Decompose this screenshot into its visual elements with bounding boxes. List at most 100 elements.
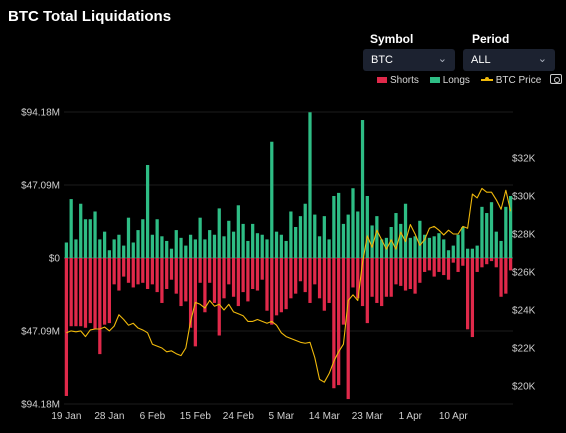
- long-bar: [489, 202, 494, 258]
- legend-longs[interactable]: Longs: [429, 75, 470, 86]
- short-bar: [69, 258, 73, 327]
- long-bar: [203, 239, 207, 258]
- short-bar: [88, 258, 92, 324]
- short-bar: [231, 258, 236, 297]
- short-bar: [394, 258, 398, 285]
- short-bar: [131, 258, 135, 288]
- long-bar: [346, 214, 350, 258]
- short-bar: [360, 258, 365, 307]
- long-bar: [274, 231, 279, 258]
- short-bar: [303, 258, 307, 293]
- short-bar: [466, 258, 470, 330]
- long-bar: [313, 214, 317, 258]
- short-bar: [370, 258, 374, 297]
- chevron-down-icon: ⌄: [437, 53, 447, 65]
- short-bar: [346, 258, 350, 400]
- long-bar: [227, 220, 231, 258]
- right-axis-tick-label: $30K: [512, 192, 536, 203]
- short-bar: [64, 258, 69, 396]
- long-bar: [508, 195, 513, 258]
- long-bar: [231, 231, 236, 258]
- long-bar: [356, 211, 360, 258]
- short-bar: [107, 258, 111, 324]
- long-bar: [79, 203, 83, 258]
- long-bar: [384, 237, 389, 258]
- long-bar: [389, 227, 393, 258]
- short-bar: [212, 258, 217, 303]
- short-bar: [403, 258, 408, 291]
- short-bar: [83, 258, 88, 328]
- long-bar: [98, 239, 102, 258]
- long-bar: [294, 227, 298, 258]
- long-bar: [222, 236, 226, 258]
- long-bar: [122, 245, 126, 258]
- short-bar: [93, 258, 97, 330]
- short-bar: [227, 258, 231, 285]
- long-bar: [403, 203, 408, 258]
- x-axis-tick-label: 28 Jan: [94, 411, 124, 422]
- short-bar: [470, 258, 475, 338]
- long-bar: [485, 213, 489, 258]
- short-bar: [423, 258, 427, 272]
- long-bar: [499, 240, 503, 258]
- long-bar: [165, 240, 169, 258]
- short-bar: [294, 258, 298, 294]
- long-bar: [456, 234, 460, 258]
- long-bar: [260, 234, 264, 258]
- chart-legend: Shorts Longs BTC Price: [377, 75, 549, 89]
- long-bar: [341, 223, 346, 258]
- x-axis-tick-label: 5 Mar: [269, 411, 295, 422]
- right-axis-tick-label: $32K: [512, 154, 536, 165]
- page-title: BTC Total Liquidations: [8, 8, 172, 25]
- left-axis-tick-label: $0: [49, 254, 61, 265]
- period-label: Period: [472, 32, 510, 46]
- long-bar: [93, 211, 97, 258]
- legend-price-label: BTC Price: [495, 75, 542, 86]
- right-axis: $32K $30K $28K $26K $24K $22K $20K: [512, 154, 536, 393]
- left-axis-tick-label: $94.18M: [21, 108, 60, 119]
- x-axis-tick-label: 14 Mar: [309, 411, 341, 422]
- short-bar: [98, 258, 102, 355]
- short-bar: [356, 258, 360, 299]
- short-bar: [308, 258, 312, 303]
- short-bar: [508, 258, 513, 271]
- symbol-select[interactable]: BTC ⌄: [363, 49, 455, 71]
- short-bar: [270, 258, 274, 325]
- short-bar: [141, 258, 145, 283]
- legend-shorts-label: Shorts: [390, 75, 419, 86]
- short-bar: [265, 258, 269, 311]
- camera-icon[interactable]: [550, 74, 562, 84]
- right-axis-tick-label: $22K: [512, 344, 536, 355]
- long-bar: [236, 205, 240, 258]
- long-bar: [442, 239, 446, 258]
- short-bar: [165, 258, 169, 289]
- long-bar: [451, 245, 455, 258]
- long-bar: [466, 248, 470, 258]
- long-bar: [150, 234, 154, 258]
- short-bar: [475, 258, 479, 272]
- long-bar: [360, 120, 365, 258]
- short-bar: [179, 258, 183, 307]
- long-bar: [208, 230, 212, 258]
- long-bar: [427, 237, 432, 258]
- short-bar: [432, 258, 436, 277]
- x-axis: 19 Jan 28 Jan 6 Feb 15 Feb 24 Feb 5 Mar 14 Mar…: [51, 411, 468, 422]
- long-bar: [83, 219, 88, 258]
- legend-longs-label: Longs: [442, 75, 470, 86]
- period-value: ALL: [471, 54, 491, 66]
- long-bar: [322, 216, 326, 258]
- short-bar: [155, 258, 159, 293]
- legend-price[interactable]: BTC Price: [480, 75, 542, 86]
- long-bar: [394, 213, 398, 258]
- short-bar: [122, 258, 126, 277]
- short-bar: [442, 258, 446, 276]
- period-select[interactable]: ALL ⌄: [463, 49, 555, 71]
- x-axis-tick-label: 6 Feb: [140, 411, 166, 422]
- x-axis-tick-label: 19 Jan: [51, 411, 81, 422]
- long-bar: [494, 231, 498, 258]
- short-bar: [427, 258, 432, 271]
- long-bar: [88, 219, 92, 258]
- long-bar: [308, 112, 312, 258]
- legend-shorts[interactable]: Shorts: [377, 75, 419, 86]
